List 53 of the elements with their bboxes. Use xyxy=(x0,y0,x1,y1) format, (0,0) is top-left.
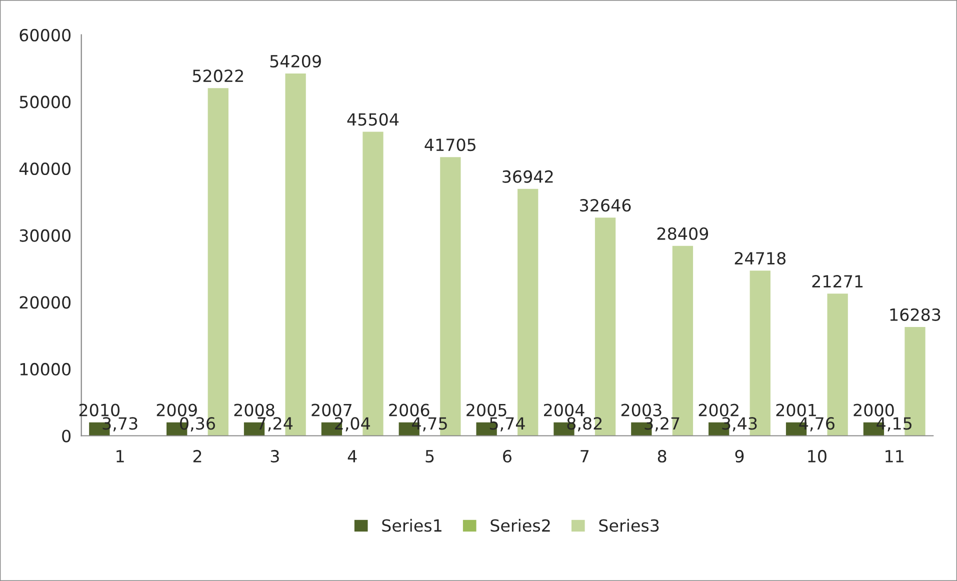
x-tick-label: 7 xyxy=(580,450,589,462)
data-label: 32646 xyxy=(580,199,631,212)
data-label: 3,43 xyxy=(722,417,757,432)
x-tick-label: 10 xyxy=(808,450,826,463)
data-label: 2,04 xyxy=(335,417,370,432)
y-tick-label: 50000 xyxy=(20,96,71,108)
data-label: 24718 xyxy=(734,252,786,265)
data-label: 2010 xyxy=(79,404,120,416)
legend-label: Series1 xyxy=(382,518,442,532)
x-tick-label: 4 xyxy=(348,450,357,462)
data-label: 4,75 xyxy=(412,417,447,432)
x-tick-label: 3 xyxy=(270,450,279,463)
data-label: 21271 xyxy=(812,275,863,288)
data-label: 28409 xyxy=(657,227,708,240)
data-label: 52022 xyxy=(192,70,243,82)
data-label: 7,24 xyxy=(258,417,293,432)
data-label: 41705 xyxy=(424,138,476,152)
legend-label: Series3 xyxy=(599,518,659,532)
data-label: 4,76 xyxy=(799,417,834,432)
data-label: 36942 xyxy=(502,170,553,183)
data-label: 16283 xyxy=(890,308,940,321)
y-tick-label: 60000 xyxy=(20,28,71,42)
x-tick-label: 11 xyxy=(886,450,904,462)
y-tick-label: 10000 xyxy=(20,362,71,376)
x-tick-label: 2 xyxy=(193,450,202,462)
y-tick-label: 40000 xyxy=(19,162,71,176)
data-label: 3,27 xyxy=(644,417,680,432)
data-label: 0,36 xyxy=(180,417,215,432)
data-label: 2006 xyxy=(389,404,430,416)
data-label: 2003 xyxy=(621,404,662,416)
y-tick-label: 20000 xyxy=(20,296,71,309)
data-label: 45504 xyxy=(347,113,399,126)
x-tick-label: 8 xyxy=(658,450,666,463)
data-label: 4,15 xyxy=(876,417,912,432)
data-label: 2009 xyxy=(156,404,197,416)
x-tick-label: 6 xyxy=(503,450,512,463)
x-tick-label: 5 xyxy=(426,450,434,463)
y-tick-label: 30000 xyxy=(20,229,71,242)
data-label: 3,73 xyxy=(102,417,138,432)
data-label: 2002 xyxy=(698,404,738,416)
x-tick-label: 9 xyxy=(735,450,744,463)
data-label: 2005 xyxy=(466,404,506,416)
data-label: 2000 xyxy=(854,404,894,416)
data-label: 54209 xyxy=(270,54,321,68)
data-label: 2007 xyxy=(312,404,352,416)
data-label: 5,74 xyxy=(490,417,525,432)
data-label: 2004 xyxy=(544,404,584,416)
x-tick-label: 1 xyxy=(116,450,124,462)
legend-label: Series2 xyxy=(490,518,550,532)
data-label: 2008 xyxy=(234,404,274,416)
data-label: 2001 xyxy=(776,404,816,416)
data-label: 8,82 xyxy=(567,417,602,432)
y-tick-label: 0 xyxy=(62,430,71,442)
